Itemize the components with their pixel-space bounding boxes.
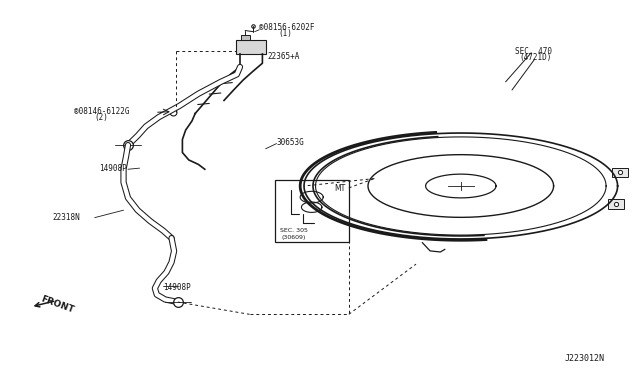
Bar — [236, 40, 266, 54]
Bar — [608, 199, 624, 209]
Text: 22318N: 22318N — [52, 213, 80, 222]
Text: (2): (2) — [95, 113, 109, 122]
Text: SEC. 305: SEC. 305 — [280, 228, 308, 233]
Text: MT: MT — [334, 184, 346, 193]
Text: 22365+A: 22365+A — [268, 52, 300, 61]
Text: 14908P: 14908P — [163, 283, 191, 292]
Text: SEC. 470: SEC. 470 — [515, 47, 552, 56]
Text: (4721D): (4721D) — [520, 53, 552, 62]
Bar — [275, 180, 349, 242]
Text: ®08146-6122G: ®08146-6122G — [74, 107, 129, 116]
Text: FRONT: FRONT — [40, 294, 76, 314]
Text: (30609): (30609) — [282, 235, 306, 240]
Text: 14908P: 14908P — [99, 164, 127, 173]
Text: 30653G: 30653G — [276, 138, 304, 147]
Text: J223012N: J223012N — [564, 354, 605, 363]
Text: ®08156-6202F: ®08156-6202F — [259, 23, 315, 32]
Bar — [241, 35, 250, 40]
Bar — [612, 168, 628, 177]
Text: (1): (1) — [278, 29, 292, 38]
